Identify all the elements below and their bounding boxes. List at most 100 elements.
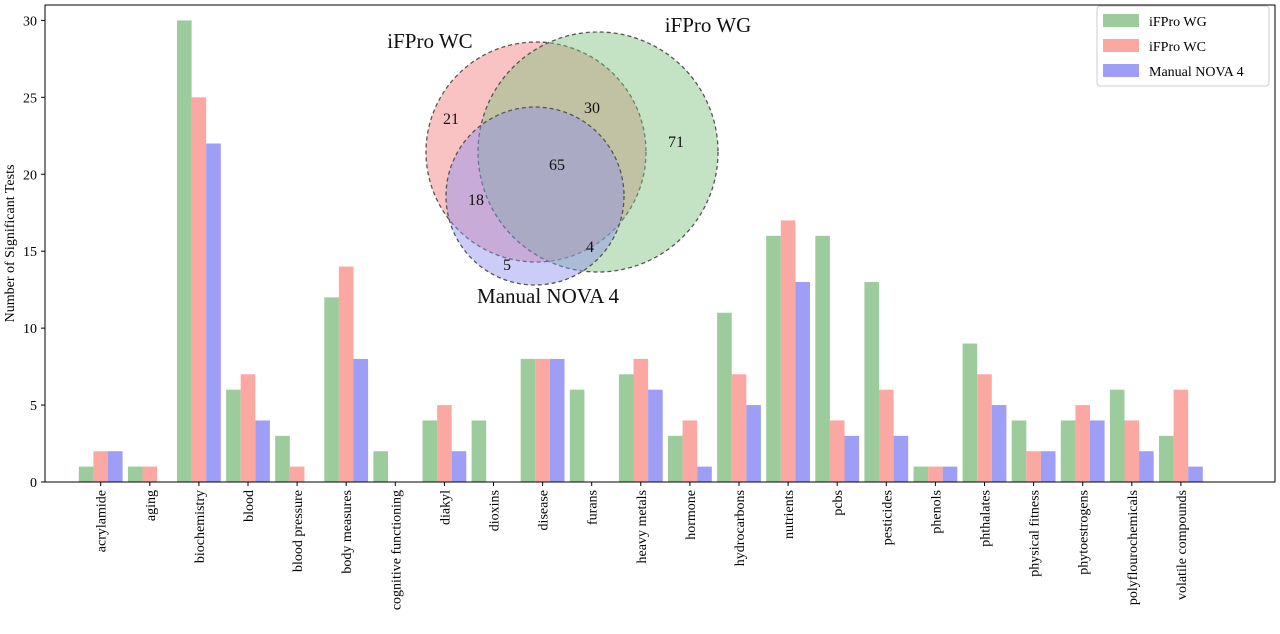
- venn-circle-Manual-NOVA-4: [445, 106, 625, 286]
- legend-swatch: [1103, 64, 1139, 77]
- y-tick-label: 30: [23, 14, 37, 29]
- bar-pesticides-s0: [864, 281, 879, 482]
- bar-blood-s1: [240, 374, 256, 482]
- venn-region-count: 18: [468, 192, 484, 209]
- x-tick-label: cognitive functioning: [389, 490, 404, 610]
- venn-set-label: iFPro WG: [665, 13, 752, 37]
- bar-phytoestrogens-s1: [1075, 405, 1090, 482]
- bar-phenols-s1: [928, 466, 943, 482]
- x-tick-label: disease: [537, 490, 552, 530]
- bar-diakyl-s2: [451, 451, 467, 482]
- bar-heavy-metals-s2: [648, 389, 663, 482]
- bar-nutrients-s1: [780, 220, 796, 483]
- x-tick-label: phenols: [929, 490, 944, 534]
- legend-swatch: [1103, 14, 1139, 27]
- venn-diagram: iFPro WC iFPro WG Manual NOVA 4 21 71 30 65 18 4…: [387, 13, 751, 308]
- bars-layer: [78, 20, 1203, 483]
- bar-phytoestrogens-s2: [1090, 420, 1105, 482]
- bar-phthalates-s0: [962, 343, 978, 482]
- bar-physical-fitness-s2: [1040, 451, 1056, 482]
- y-axis-label: Number of Significant Tests: [3, 165, 18, 323]
- x-tick-label: hydrocarbons: [733, 490, 748, 566]
- bar-biochemistry-s1: [191, 97, 207, 482]
- venn-region-count: 4: [586, 239, 594, 256]
- venn-region-count: 71: [668, 134, 684, 151]
- bar-biochemistry-s0: [177, 20, 192, 482]
- x-tick-label: dioxins: [488, 490, 503, 531]
- bar-acrylamide-s1: [93, 451, 108, 482]
- x-tick-label: nutrients: [782, 490, 797, 539]
- bar-polyflourochemicals-s1: [1124, 420, 1140, 482]
- bar-polyflourochemicals-s0: [1109, 389, 1125, 482]
- y-tick-label: 0: [30, 476, 37, 491]
- bar-body-measures-s0: [324, 297, 339, 482]
- venn-region-count: 65: [549, 157, 565, 174]
- bar-body-measures-s2: [353, 358, 369, 482]
- venn-region-count: 30: [584, 100, 600, 117]
- venn-set-label: iFPro WC: [387, 29, 472, 53]
- bar-diakyl-s0: [422, 420, 438, 482]
- legend-label: iFPro WC: [1149, 40, 1206, 55]
- axes-layer: 0 5 10 15 20 25 30 Number of Significant Tests a…: [3, 4, 1276, 610]
- bar-hydrocarbons-s2: [746, 405, 761, 482]
- x-tick-label: furans: [586, 490, 601, 525]
- bar-pcbs-s0: [815, 235, 830, 482]
- x-tick-label: polyflourochemicals: [1126, 490, 1141, 605]
- x-tick-label: body measures: [340, 490, 355, 574]
- y-tick-label: 5: [30, 399, 37, 414]
- y-tick-label: 20: [23, 168, 37, 183]
- bar-blood-pressure-s1: [289, 466, 305, 482]
- bar-hormone-s2: [697, 466, 712, 482]
- venn-circle-iFPro-WG: [477, 31, 719, 273]
- bar-hydrocarbons-s1: [731, 374, 747, 482]
- x-tick-label: phytoestrogens: [1077, 490, 1092, 575]
- bar-body-measures-s1: [338, 266, 354, 482]
- legend-swatch: [1103, 39, 1139, 52]
- x-tick-label: blood pressure: [291, 490, 306, 572]
- bar-pesticides-s2: [893, 435, 909, 482]
- bar-disease-s0: [520, 358, 536, 482]
- bar-diakyl-s1: [437, 405, 452, 482]
- bar-physical-fitness-s1: [1026, 451, 1041, 482]
- x-tick-label: biochemistry: [193, 490, 208, 563]
- bar-acrylamide-s2: [108, 451, 123, 482]
- x-tick-label: phthalates: [979, 490, 994, 547]
- y-tick-label: 15: [23, 245, 37, 260]
- x-tick-label: diakyl: [438, 490, 453, 525]
- x-tick-label: pesticides: [880, 490, 895, 545]
- x-tick-label: acrylamide: [95, 490, 110, 552]
- bar-pesticides-s1: [879, 389, 894, 482]
- x-tick-label: physical fitness: [1028, 490, 1043, 577]
- bar-dioxins-s0: [471, 420, 487, 482]
- bar-volatile-compounds-s1: [1173, 389, 1189, 482]
- bar-cognitive-functioning-s0: [373, 451, 388, 482]
- y-tick-label: 10: [23, 322, 37, 337]
- x-tick-label: heavy metals: [635, 490, 650, 563]
- bar-hormone-s0: [668, 435, 683, 482]
- x-tick-label: pcbs: [831, 490, 846, 516]
- legend-label: Manual NOVA 4: [1149, 65, 1244, 80]
- y-tick-label: 25: [23, 91, 37, 106]
- venn-region-count: 21: [443, 111, 459, 128]
- x-tick-label: hormone: [684, 490, 699, 540]
- bar-disease-s1: [535, 358, 550, 482]
- bar-phytoestrogens-s0: [1060, 420, 1076, 482]
- bar-furans-s0: [569, 389, 585, 482]
- bar-phenols-s0: [913, 466, 929, 482]
- bar-blood-pressure-s0: [275, 435, 290, 482]
- venn-set-label: Manual NOVA 4: [477, 284, 619, 308]
- legend-label: iFPro WG: [1149, 15, 1207, 30]
- bar-nutrients-s0: [766, 235, 781, 482]
- bar-aging-s1: [142, 466, 158, 482]
- bar-hydrocarbons-s0: [717, 312, 732, 482]
- venn-region-count: 5: [503, 257, 511, 274]
- bar-disease-s2: [549, 358, 565, 482]
- bar-phthalates-s1: [977, 374, 992, 482]
- bar-volatile-compounds-s2: [1188, 466, 1203, 482]
- x-tick-label: volatile compounds: [1175, 490, 1190, 600]
- bar-aging-s0: [127, 466, 143, 482]
- bar-blood-s0: [226, 389, 241, 482]
- bar-pcbs-s1: [829, 420, 845, 482]
- legend-box: [1096, 5, 1270, 87]
